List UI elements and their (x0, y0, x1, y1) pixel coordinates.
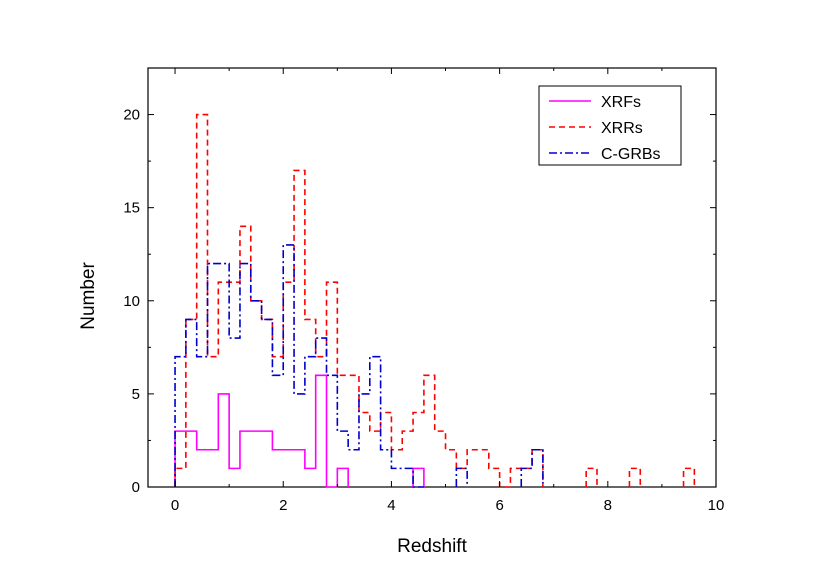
legend: XRFs XRRs C-GRBs (538, 85, 682, 166)
series-xrfs (174, 374, 425, 488)
series-c-grbs (174, 244, 544, 488)
x-tick-label: 4 (387, 497, 395, 514)
y-tick-label: 10 (123, 293, 140, 310)
x-tick-label: 0 (171, 497, 179, 514)
x-tick-label: 2 (279, 497, 287, 514)
x-tick-label: 6 (495, 497, 503, 514)
plot-border (147, 67, 717, 488)
legend-label: C-GRBs (601, 146, 661, 163)
series-line (174, 374, 425, 488)
legend-label: XRRs (601, 120, 643, 137)
x-tick-label: 8 (604, 497, 612, 514)
x-axis-title: Redshift (397, 536, 467, 557)
plot-frame (147, 67, 717, 488)
series-xrrs (174, 113, 696, 488)
y-axis-title: Number (78, 262, 99, 330)
y-tick-label: 0 (132, 479, 140, 496)
y-tick-label: 5 (132, 386, 140, 403)
x-tick-label: 10 (708, 497, 725, 514)
series-layer (174, 113, 696, 488)
legend-label: XRFs (601, 94, 641, 111)
y-tick-label: 15 (123, 200, 140, 217)
series-line (174, 113, 696, 488)
legend-box (538, 85, 682, 166)
axis-ticks: 0 2 4 6 8 10 0 5 10 15 20 (123, 68, 724, 514)
series-line (174, 244, 544, 488)
y-tick-label: 20 (123, 107, 140, 124)
